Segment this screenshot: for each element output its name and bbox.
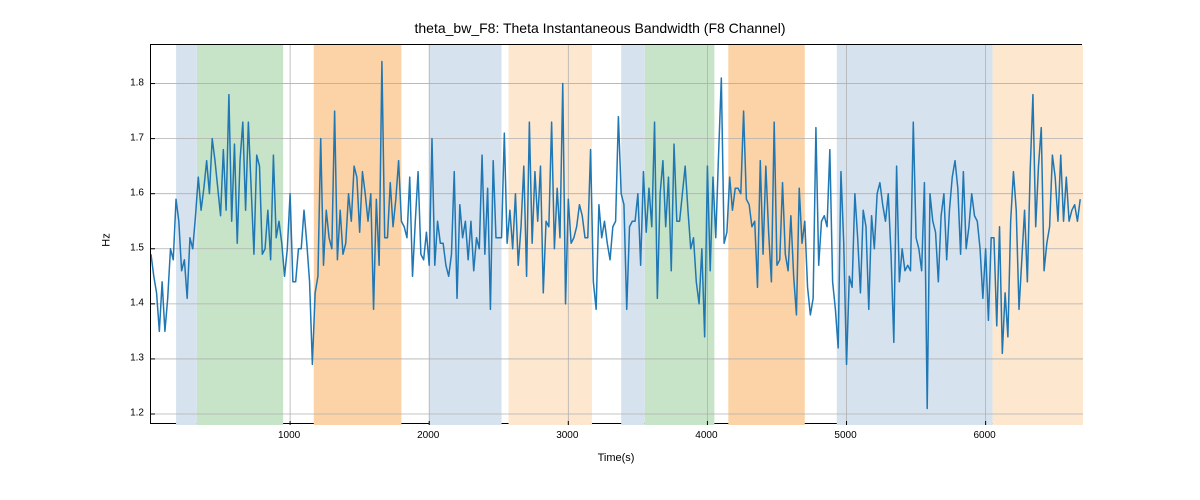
ytick-label: 1.3: [118, 352, 144, 363]
ytick-label: 1.7: [118, 132, 144, 143]
xtick-label: 1000: [278, 430, 300, 441]
shade-band: [645, 45, 715, 425]
ytick-label: 1.2: [118, 407, 144, 418]
shade-band: [993, 45, 1083, 425]
shade-band: [837, 45, 993, 425]
ytick-label: 1.8: [118, 77, 144, 88]
ytick-label: 1.6: [118, 187, 144, 198]
x-axis-label: Time(s): [150, 452, 1082, 464]
xtick-label: 4000: [695, 430, 717, 441]
plot-area: [150, 44, 1082, 424]
xtick-label: 5000: [834, 430, 856, 441]
figure: theta_bw_F8: Theta Instantaneous Bandwid…: [0, 0, 1200, 500]
ytick-label: 1.5: [118, 242, 144, 253]
ytick-label: 1.4: [118, 297, 144, 308]
shade-band: [728, 45, 805, 425]
shade-band: [429, 45, 501, 425]
chart-title: theta_bw_F8: Theta Instantaneous Bandwid…: [0, 20, 1200, 36]
xtick-label: 2000: [417, 430, 439, 441]
y-axis-label: Hz: [101, 233, 113, 246]
shade-band: [197, 45, 283, 425]
plot-svg: [151, 45, 1083, 425]
xtick-label: 6000: [974, 430, 996, 441]
xtick-label: 3000: [556, 430, 578, 441]
